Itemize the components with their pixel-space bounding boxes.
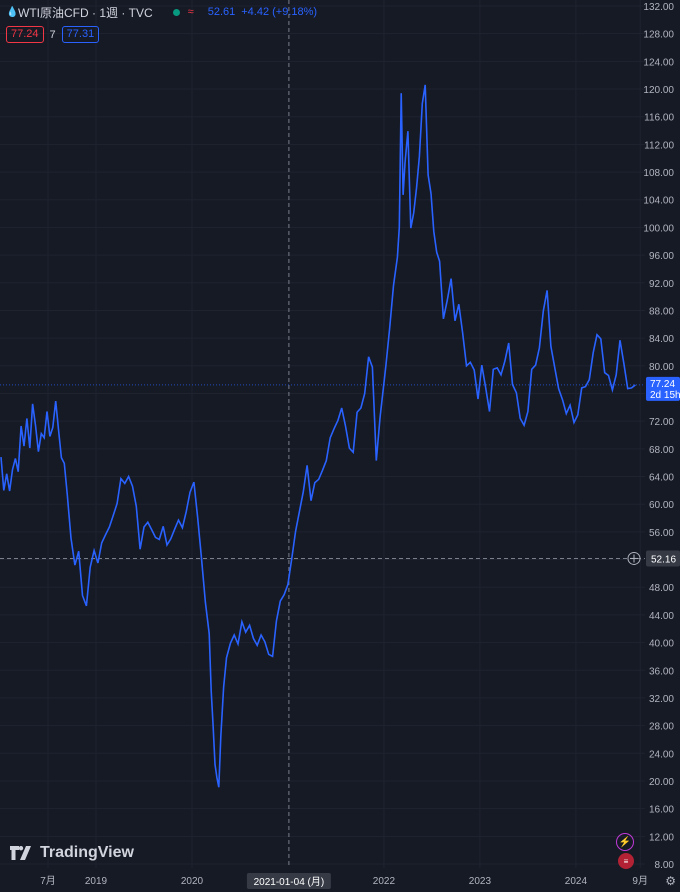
crosshair	[0, 0, 645, 868]
y-tick-label: 56.00	[649, 528, 674, 539]
x-tick-label: 7月	[40, 875, 56, 887]
y-tick-label: 72.00	[649, 417, 674, 428]
y-tick-label: 44.00	[649, 611, 674, 622]
x-tick-label: 2024	[565, 876, 588, 887]
x-tick-label: 2020	[181, 876, 204, 887]
tradingview-logo[interactable]: TradingView	[10, 844, 134, 862]
x-tick-label: 9月	[632, 875, 648, 887]
y-tick-label: 124.00	[643, 57, 674, 68]
y-tick-label: 80.00	[649, 362, 674, 373]
x-tick-label: 2019	[85, 876, 108, 887]
y-tick-label: 20.00	[649, 777, 674, 788]
symbol-title[interactable]: WTI原油CFD · 1週 · TVC	[18, 5, 153, 20]
time-axis[interactable]: 7月 2019 2020 2022 2023 2024 9月	[40, 875, 648, 887]
current-price-label: 77.24	[650, 379, 675, 390]
y-tick-label: 128.00	[643, 30, 674, 41]
countdown-label: 2d 15h	[650, 390, 680, 401]
y-tick-label: 32.00	[649, 694, 674, 705]
y-tick-label: 92.00	[649, 279, 674, 290]
y-tick-label: 24.00	[649, 749, 674, 760]
lightning-icon[interactable]: ⚡	[616, 833, 634, 851]
y-tick-label: 12.00	[649, 832, 674, 843]
y-tick-label: 120.00	[643, 85, 674, 96]
market-status-icon	[172, 8, 180, 16]
y-tick-label: 132.00	[643, 2, 674, 13]
price-line	[0, 84, 636, 788]
crosshair-price-tag	[646, 550, 680, 567]
logo-text: TradingView	[40, 844, 134, 861]
add-alert-icon	[627, 551, 641, 565]
crosshair-date-tag	[246, 873, 331, 889]
y-tick-label: 68.00	[649, 445, 674, 456]
y-tick-label: 64.00	[649, 473, 674, 484]
ask-badge[interactable]: 77.31	[61, 26, 100, 43]
y-tick-label: 36.00	[649, 666, 674, 677]
y-tick-label: 100.00	[643, 223, 674, 234]
current-price-tag	[646, 376, 680, 401]
x-tick-label: 2023	[469, 876, 492, 887]
bid-badge[interactable]: 77.24	[6, 26, 44, 43]
y-tick-label: 84.00	[649, 334, 674, 345]
y-tick-label: 96.00	[649, 251, 674, 262]
y-tick-label: 112.00	[644, 140, 674, 151]
y-tick-label: 48.00	[649, 583, 674, 594]
settings-icon[interactable]: ⚙	[665, 874, 676, 888]
y-tick-label: 88.00	[649, 306, 674, 317]
y-tick-label: 108.00	[643, 168, 674, 179]
indicator-icon: ≈	[187, 6, 194, 18]
us-flag-icon[interactable]: ≡	[618, 853, 634, 869]
legend-change: +4.42 (+9.18%)	[241, 6, 318, 18]
bid-ask-row: 77.24 7 77.31	[6, 26, 100, 43]
y-tick-label: 8.00	[655, 860, 675, 871]
chart-legend[interactable]: 💧 WTI原油CFD · 1週 · TVC ≈ 52.61 +4.42 (+9.…	[6, 4, 317, 20]
y-tick-label: 116.00	[644, 113, 674, 124]
y-tick-label: 60.00	[649, 500, 674, 511]
chart-grid	[0, 0, 645, 868]
crosshair-price-label: 52.16	[651, 554, 676, 565]
price-axis[interactable]: 132.00 128.00 124.00 120.00 116.00 112.00 108.…	[643, 2, 674, 871]
spread-value: 7	[49, 28, 56, 41]
x-tick-label: 2022	[373, 876, 396, 887]
oil-drop-icon: 💧	[6, 6, 19, 18]
y-tick-label: 104.00	[643, 196, 674, 207]
tradingview-logo-icon	[10, 846, 31, 860]
y-tick-label: 16.00	[649, 805, 674, 816]
y-tick-label: 40.00	[649, 639, 674, 650]
y-tick-label: 28.00	[649, 722, 674, 733]
legend-price: 52.61	[207, 6, 236, 18]
crosshair-date-label: 2021-01-04 (月)	[254, 876, 325, 888]
